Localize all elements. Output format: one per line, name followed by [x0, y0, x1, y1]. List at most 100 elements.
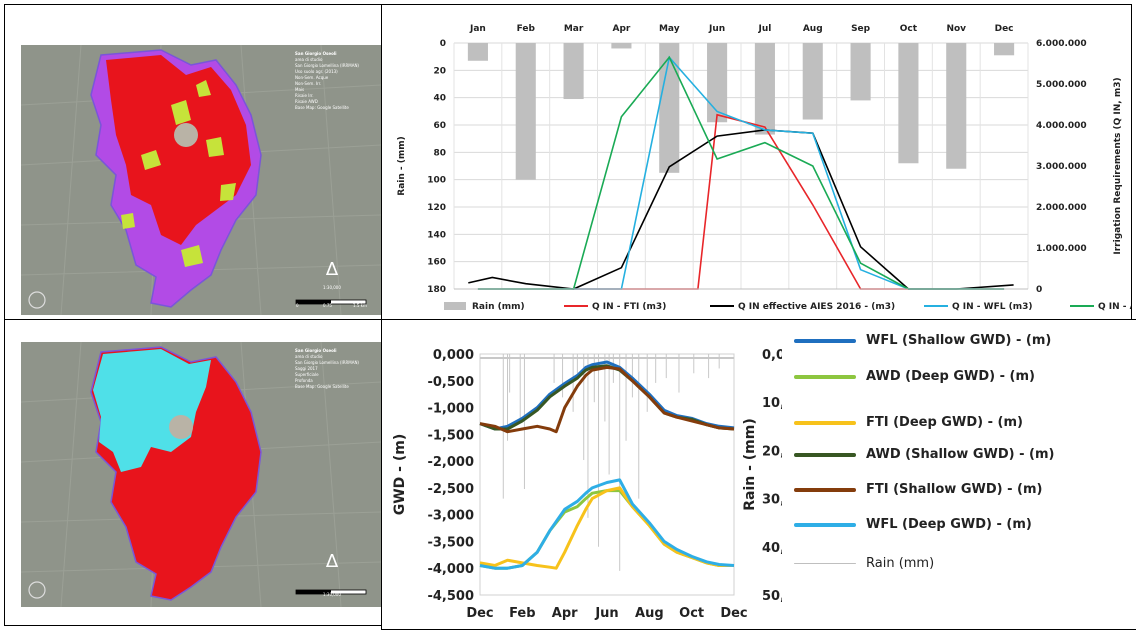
- rain-bar: [754, 43, 775, 135]
- legend-label: Q IN - FTI (m3): [592, 302, 666, 312]
- y-tick-label: 60: [433, 121, 446, 131]
- rain-bar: [994, 43, 1015, 56]
- maize-fields-yellow: [121, 80, 236, 267]
- map-legend-item: area di studio: [295, 354, 323, 359]
- top-map: ∆: [21, 45, 381, 315]
- rain-bar: [850, 43, 871, 101]
- y-tick-label: -4,500: [427, 589, 474, 604]
- town-center: [169, 415, 193, 439]
- x-tick-label: Apr: [612, 24, 630, 34]
- y2-tick-label: 6.000.000: [1036, 39, 1087, 49]
- y-tick-label: 160: [427, 258, 446, 268]
- rain-bar: [659, 43, 680, 173]
- map-legend-item: Mais: [295, 87, 305, 92]
- map-legend-item: Risaie Irr.: [295, 93, 314, 98]
- map-legend-title: San Giorgio Oseoli: [295, 51, 337, 56]
- y-tick-label: -2,500: [427, 482, 474, 497]
- y-tick-label: -3,500: [427, 535, 474, 550]
- x-tick-label: Aug: [803, 24, 823, 34]
- y2-tick-label: 5.000.000: [1036, 80, 1087, 90]
- map-legend-item: Base Map: Google Satellite: [295, 105, 349, 110]
- legend-swatch: [794, 522, 856, 527]
- x-tick-label: Feb: [517, 24, 536, 34]
- y2-tick-label: 50,000: [762, 589, 782, 604]
- bottom-map-cell: ∆ San Giorgio Oseoli area di studio San …: [4, 319, 382, 626]
- map-scale-tick: 0: [296, 610, 299, 615]
- rain-bar: [515, 43, 536, 180]
- north-arrow-icon: ∆: [325, 259, 339, 280]
- y2-axis-label: Irrigation Requirements (Q IN, m3): [1113, 77, 1123, 254]
- legend-item: FTI (Deep GWD) - (m): [794, 415, 1023, 430]
- series-line: [479, 360, 735, 431]
- map-scale-label: 1:30,000: [323, 592, 341, 597]
- y-tick-label: 0,000: [433, 348, 474, 363]
- y2-tick-label: 3.000.000: [1036, 162, 1087, 172]
- legend-swatch: [794, 420, 856, 425]
- map-scale-tick: 0: [296, 303, 299, 308]
- legend-item: AWD (Deep GWD) - (m): [794, 369, 1035, 384]
- series-line: [479, 486, 734, 570]
- x-tick-label: Mar: [564, 24, 584, 34]
- legend-label: WFL (Deep GWD) - (m): [866, 517, 1032, 532]
- gwd-chart: 0,000 -0,500 -1,000 -1,500 -2,000 -2,500 -3,00…: [392, 348, 782, 621]
- y2-tick-label: 10,000: [762, 396, 782, 411]
- y2-tick-label: 2.000.000: [1036, 203, 1087, 213]
- series-line: [479, 365, 735, 434]
- map-legend-item: Non-Sem. Irr.: [295, 81, 322, 86]
- plot-frame: [479, 353, 735, 596]
- x-tick-label: Aug: [635, 606, 664, 621]
- y2-tick-label: 0,000: [762, 348, 782, 363]
- map-scale-tick: 0.75: [323, 303, 332, 308]
- y-tick-label: -1,000: [427, 402, 474, 417]
- map-legend-item: area di studio: [295, 57, 323, 62]
- legend-item: WFL (Deep GWD) - (m): [794, 517, 1032, 532]
- y-tick-label: -4,000: [427, 562, 474, 577]
- x-tick-label: Feb: [509, 606, 535, 621]
- x-tick-label: Dec: [720, 606, 747, 621]
- rain-bar: [563, 43, 584, 100]
- x-tick-label: Dec: [995, 24, 1014, 34]
- y2-tick-label: 0: [1036, 285, 1042, 295]
- legend-label: Q IN - AWD (m3): [1098, 302, 1131, 312]
- north-arrow-icon: ∆: [325, 551, 339, 572]
- y-tick-label: 180: [427, 285, 446, 295]
- legend-label: FTI (Deep GWD) - (m): [866, 415, 1023, 430]
- legend-swatch: [794, 452, 856, 457]
- legend-swatch: [794, 338, 856, 343]
- bottom-map: ∆: [21, 342, 381, 607]
- rain-bar: [802, 43, 823, 120]
- logo-seal-icon: [28, 291, 46, 309]
- legend-label: Rain (mm): [472, 302, 525, 312]
- y-tick-label: -3,000: [427, 509, 474, 524]
- map-legend-item: Non-Sem. Acque: [295, 75, 329, 80]
- x-tick-label: Jun: [594, 606, 618, 621]
- legend-item: FTI (Shallow GWD) - (m): [794, 482, 1042, 497]
- legend-label: FTI (Shallow GWD) - (m): [866, 482, 1043, 497]
- map-legend-item: Saggi 2017: [295, 366, 318, 371]
- y-axis-label: GWD - (m): [392, 434, 408, 516]
- legend-label: Rain (mm): [866, 556, 935, 571]
- y-tick-label: 20: [433, 66, 446, 76]
- legend-label: Q IN - WFL (m3): [952, 302, 1032, 312]
- x-tick-label: Apr: [552, 606, 578, 621]
- y2-tick-label: 1.000.000: [1036, 244, 1087, 254]
- y2-tick-label: 40,000: [762, 541, 782, 556]
- rice-fields-red: [106, 55, 251, 245]
- map-legend-item: Uso suolo agr. (2013): [295, 69, 338, 74]
- legend-item: WFL (Shallow GWD) - (m): [794, 333, 1051, 348]
- x-tick-label: Nov: [946, 24, 966, 34]
- rain-bar: [946, 43, 967, 169]
- y2-tick-label: 4.000.000: [1036, 121, 1087, 131]
- map-scale-tick: 1.5 km: [353, 610, 367, 615]
- y-tick-label: 40: [433, 94, 446, 104]
- x-tick-label: Jan: [469, 24, 486, 34]
- y-tick-label: -1,500: [427, 428, 474, 443]
- y-tick-label: -2,000: [427, 455, 474, 470]
- gwd-legend: WFL (Shallow GWD) - (m) AWD (Deep GWD) -…: [790, 320, 1136, 629]
- map-legend-item: Profonda: [295, 378, 313, 383]
- legend-swatch: [794, 374, 856, 379]
- x-tick-label: May: [659, 24, 680, 34]
- rain-bar: [898, 43, 919, 164]
- x-tick-label: Jul: [757, 24, 771, 34]
- rain-bar: [707, 43, 728, 123]
